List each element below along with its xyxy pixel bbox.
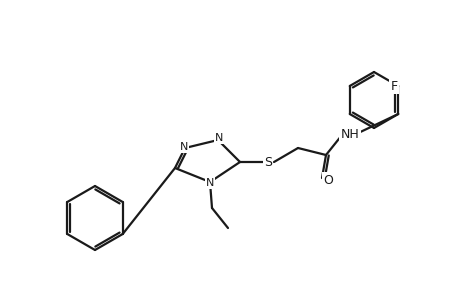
Text: NH: NH [340,128,358,140]
Text: N: N [214,133,223,143]
Text: O: O [322,173,332,187]
Text: N: N [205,178,214,188]
Text: F: F [390,80,397,92]
Text: S: S [263,155,271,169]
Text: N: N [179,142,188,152]
